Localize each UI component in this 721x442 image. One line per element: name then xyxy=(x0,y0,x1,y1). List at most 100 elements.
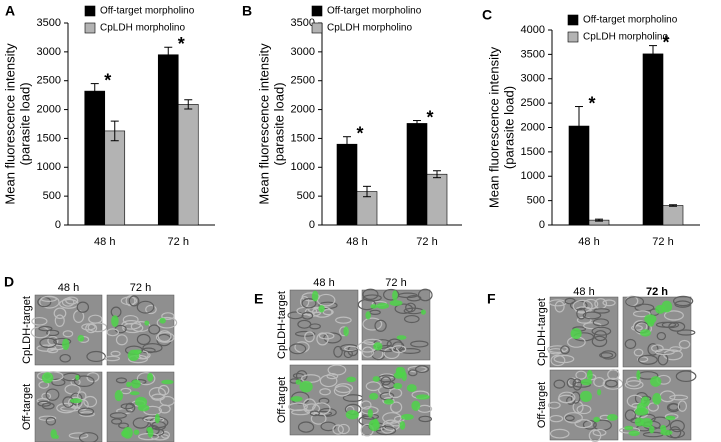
legend-swatch xyxy=(84,5,96,17)
cell-texture xyxy=(148,324,161,335)
fluorescence-spot xyxy=(154,413,160,424)
cell-texture xyxy=(121,319,142,330)
cell-texture xyxy=(309,410,320,417)
cell-texture xyxy=(87,322,108,333)
fluorescence-spot xyxy=(346,376,357,383)
cell-texture xyxy=(362,317,383,331)
cell-texture xyxy=(51,378,66,387)
y-axis-label: (parasite load) xyxy=(271,82,286,165)
cell-texture xyxy=(576,307,587,320)
fluorescence-spot xyxy=(147,372,154,382)
cell-texture xyxy=(39,337,57,349)
cell-texture xyxy=(360,400,372,410)
cell-texture xyxy=(320,421,337,432)
error-bar xyxy=(595,218,603,222)
cell-texture xyxy=(382,419,401,431)
micrograph xyxy=(358,364,433,437)
cell-texture xyxy=(668,321,686,332)
cell-texture xyxy=(146,428,165,437)
micrograph xyxy=(547,369,624,442)
cell-texture xyxy=(593,376,606,388)
cell-texture xyxy=(633,348,644,357)
cell-texture xyxy=(158,384,170,396)
cell-texture xyxy=(602,299,616,307)
cell-texture xyxy=(53,307,67,320)
fluorescence-spot xyxy=(586,369,593,381)
fluorescence-spot xyxy=(295,379,302,385)
y-tick-label: 0 xyxy=(55,219,61,231)
cell-texture xyxy=(301,298,317,309)
cell-texture xyxy=(592,429,607,437)
y-tick-label: 500 xyxy=(527,195,545,207)
fluorescence-spot xyxy=(372,376,380,382)
legend-label: CpLDH morpholino xyxy=(100,23,185,34)
fluorescence-spot xyxy=(399,420,406,430)
fluorescence-spot xyxy=(129,391,140,396)
fluorescence-spot xyxy=(290,396,303,402)
cell-texture xyxy=(118,422,129,429)
fluorescence-spot xyxy=(122,426,133,439)
cell-texture xyxy=(301,311,314,320)
micrograph xyxy=(106,371,175,442)
cell-texture xyxy=(410,340,429,348)
cell-texture xyxy=(104,355,120,362)
cell-texture xyxy=(304,331,315,343)
column-label: 72 h xyxy=(646,286,668,298)
cell-texture xyxy=(400,348,421,354)
y-axis-label: (parasite load) xyxy=(17,82,32,165)
y-tick-label: 2000 xyxy=(521,121,545,133)
fluorescence-spot xyxy=(77,334,85,342)
micrograph xyxy=(30,294,108,366)
cell-texture xyxy=(553,354,575,364)
panel-label: D xyxy=(4,274,14,290)
cell-texture xyxy=(637,356,649,363)
y-tick-label: 1500 xyxy=(37,132,61,144)
y-tick-label: 2500 xyxy=(37,75,61,87)
y-tick-label: 2000 xyxy=(37,103,61,115)
cell-texture xyxy=(46,329,60,337)
significance-marker: * xyxy=(178,34,185,54)
cell-texture xyxy=(156,316,178,329)
fluorescence-spot xyxy=(376,302,390,309)
legend-label: CpLDH morpholino xyxy=(327,23,412,34)
fluorescence-spot xyxy=(111,315,119,328)
cell-texture xyxy=(637,354,658,365)
fluorescence-spot xyxy=(343,326,349,337)
cell-texture xyxy=(593,308,610,314)
column-label: 72 h xyxy=(130,282,151,294)
panel-label: A xyxy=(5,3,15,19)
fluorescence-spot xyxy=(130,379,141,389)
micrograph xyxy=(34,371,103,442)
fluorescence-spot xyxy=(69,398,83,404)
cell-texture xyxy=(316,332,329,346)
fluorescence-spot xyxy=(370,304,378,309)
cell-texture xyxy=(575,370,587,380)
cell-texture xyxy=(78,432,99,442)
fluorescence-spot xyxy=(159,317,166,324)
fluorescence-spot xyxy=(54,434,59,440)
y-tick-label: 3500 xyxy=(291,17,315,29)
fluorescence-spot xyxy=(624,425,634,431)
cell-texture xyxy=(563,412,583,424)
error-bar xyxy=(649,45,657,63)
cell-texture xyxy=(566,377,576,388)
cell-texture xyxy=(672,295,694,307)
cell-texture xyxy=(391,345,407,354)
y-axis-label: (parasite load) xyxy=(501,86,516,169)
fluorescence-spot xyxy=(665,415,676,421)
cell-texture xyxy=(558,391,576,404)
cell-texture xyxy=(335,316,352,324)
fluorescence-spot xyxy=(597,389,602,396)
error-bar xyxy=(90,83,99,100)
cell-texture xyxy=(288,402,308,412)
cell-texture xyxy=(73,375,95,387)
cell-texture xyxy=(301,374,321,383)
cell-texture xyxy=(675,370,697,383)
cell-texture xyxy=(414,365,430,373)
fluorescence-spot xyxy=(367,408,373,418)
cell-texture xyxy=(312,402,331,415)
cell-texture xyxy=(674,300,691,308)
cell-texture xyxy=(602,377,624,390)
y-tick-label: 1000 xyxy=(37,161,61,173)
cell-texture xyxy=(47,335,59,346)
